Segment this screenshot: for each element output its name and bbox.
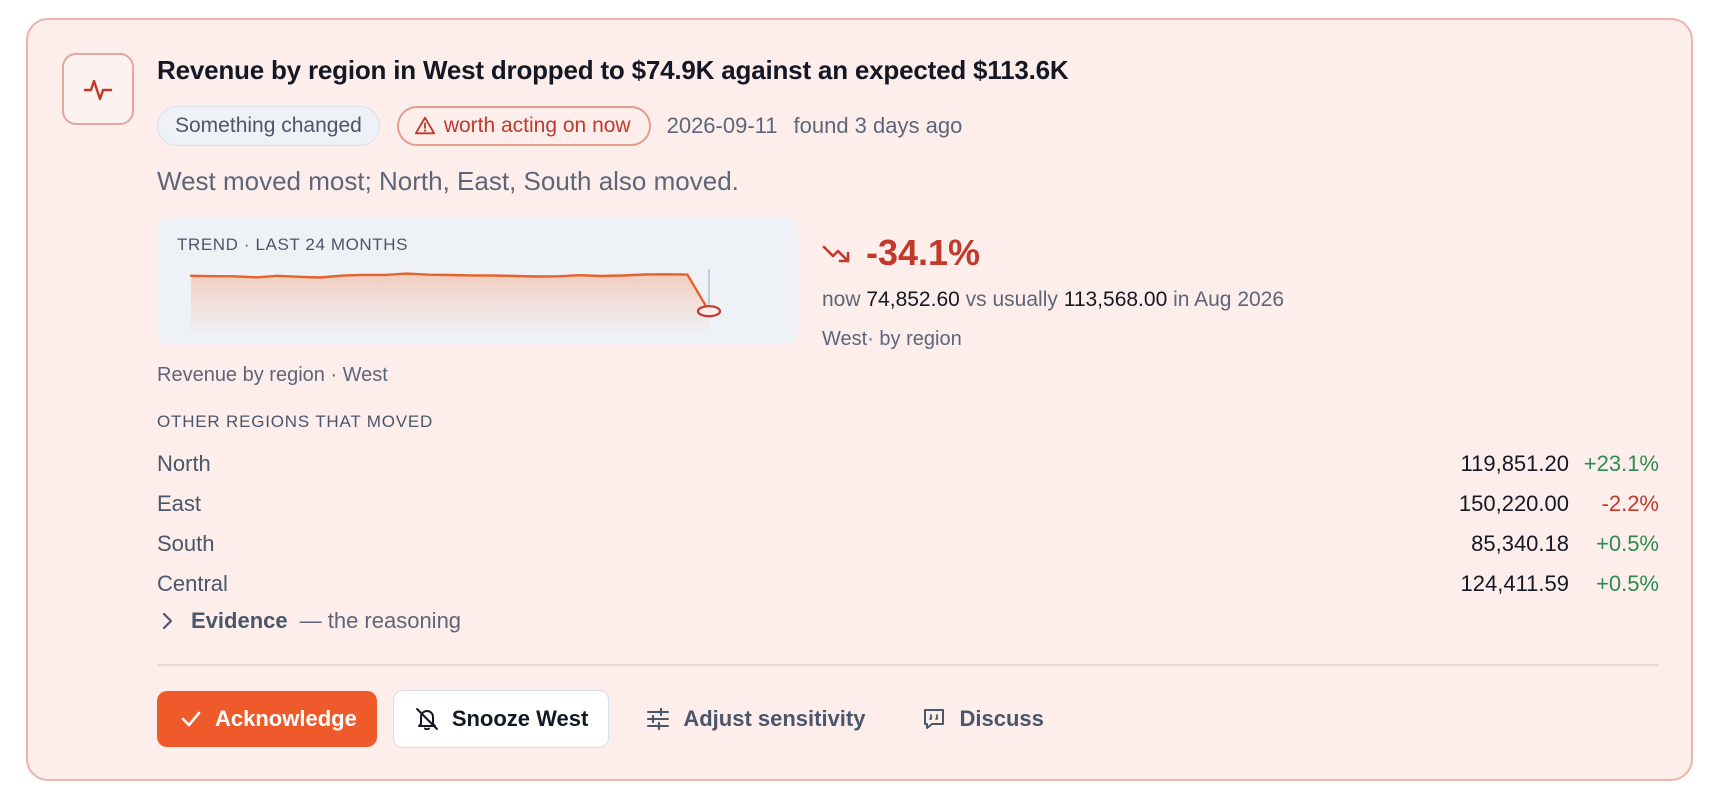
vs-label: vs usually [965,288,1058,311]
now-label: now [822,288,861,311]
snooze-button[interactable]: Snooze West [392,690,610,748]
trend-sparkline [189,269,722,335]
region-change: -2.2% [1601,491,1659,516]
activity-icon [62,53,134,125]
anomaly-point [696,305,722,318]
comment-icon [924,709,945,729]
trending-down-icon [822,245,850,263]
adjust-label: Adjust sensitivity [683,706,866,731]
action-bar: Acknowledge Snooze West [157,690,1064,748]
found-time: found 3 days ago [793,113,963,138]
delta-percent: -34.1% [866,232,981,273]
alert-date: 2026-09-11 [666,113,778,138]
delta-summary: -34.1% now 74,852.60 vs usually 113,568.… [822,232,1284,351]
region-value: 119,851.20 [1460,451,1569,476]
trend-chart: TREND · LAST 24 MONTHS [157,217,797,344]
period-label: in Aug 2026 [1173,288,1285,311]
region-change: +0.5% [1596,571,1659,596]
check-icon [181,711,201,727]
alert-card: Revenue by region in West dropped to $74… [26,18,1693,781]
severity-badge: worth acting on now [396,106,651,146]
region-row: North 119,851.20 +23.1% [157,444,1659,484]
region-change: +23.1% [1583,451,1659,476]
region-name: South [157,531,215,556]
region-name: East [157,491,202,516]
alert-summary: West moved most; North, East, South also… [157,166,739,196]
acknowledge-label: Acknowledge [215,706,357,731]
chart-caption: Revenue by region · West [157,364,388,386]
discuss-label: Discuss [959,706,1044,731]
meta-row: Something changed worth acting on now 20… [157,106,962,146]
region-value: 124,411.59 [1460,571,1569,596]
trend-line [189,272,711,313]
alert-title: Revenue by region in West dropped to $74… [157,55,1069,85]
severity-label: worth acting on now [443,114,631,137]
region-value: 85,340.18 [1471,531,1569,556]
compare-line: now 74,852.60 vs usually 113,568.00 in A… [822,288,1284,312]
region-row: East 150,220.00 -2.2% [157,484,1659,524]
bell-off-icon [415,708,438,731]
other-regions-list: North 119,851.20 +23.1% East 150,220.00 -2.2%… [157,444,1659,604]
usual-value: 113,568.00 [1063,288,1168,311]
snooze-label: Snooze West [451,706,589,731]
adjust-sensitivity-button[interactable]: Adjust sensitivity [625,691,885,747]
warning-icon [414,116,435,135]
divider [157,664,1659,666]
trend-area [191,273,709,335]
region-row: Central 124,411.59 +0.5% [157,564,1659,604]
now-value: 74,852.60 [866,288,960,311]
evidence-sub: — the reasoning [299,608,462,633]
change-tag: Something changed [157,106,380,146]
region-change: +0.5% [1596,531,1659,556]
region-name: North [157,451,211,476]
other-regions-heading: OTHER REGIONS THAT MOVED [157,412,434,431]
chevron-right-icon [162,612,173,630]
evidence-label: Evidence [191,608,288,633]
trend-label: TREND · LAST 24 MONTHS [177,235,409,254]
acknowledge-button[interactable]: Acknowledge [157,691,377,747]
region-dimension: West· by region [822,328,962,350]
sliders-icon [647,707,670,731]
region-row: South 85,340.18 +0.5% [157,524,1659,564]
region-value: 150,220.00 [1458,491,1569,516]
evidence-toggle[interactable]: Evidence — the reasoning [161,608,461,634]
region-name: Central [157,571,228,596]
discuss-button[interactable]: Discuss [901,691,1063,747]
